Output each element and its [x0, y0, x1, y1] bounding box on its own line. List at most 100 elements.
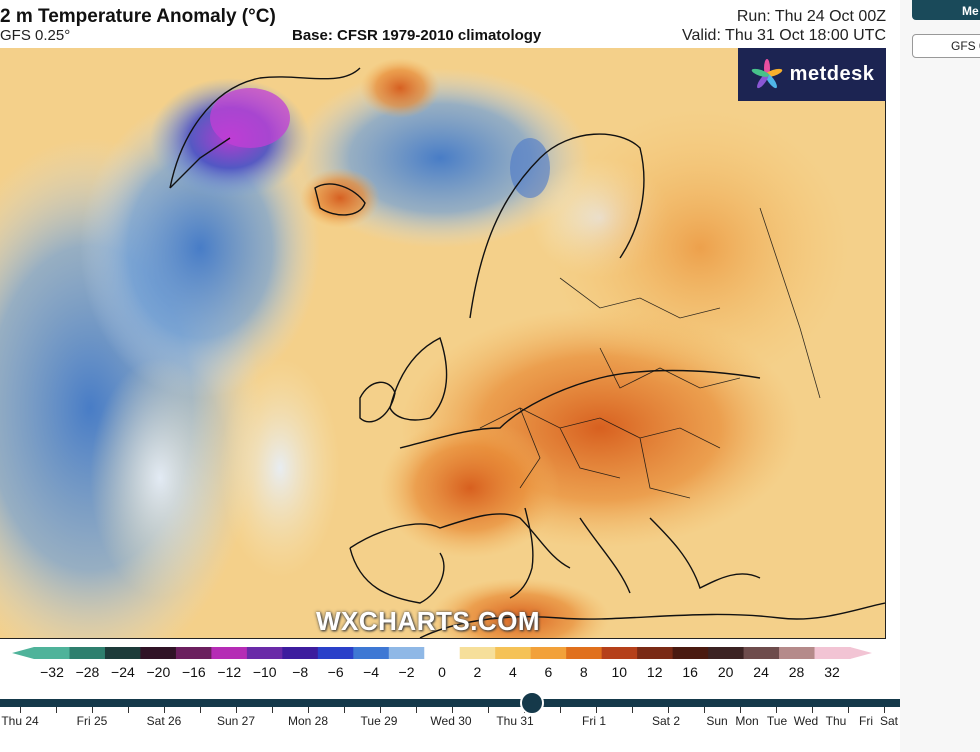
colorbar-segment [34, 647, 71, 659]
model-label: GFS 0.25° [0, 27, 71, 44]
timeline-day-label[interactable]: Wed 30 [430, 714, 472, 728]
colorbar-tick-label: 20 [717, 664, 734, 680]
colorbar-segment [814, 647, 851, 659]
timeline-track[interactable] [0, 699, 900, 707]
timeline-tick [812, 707, 813, 713]
colorbar-tick-label: −6 [327, 664, 344, 680]
timeline-tick [416, 707, 417, 713]
timeline-day-labels: Thu 24 Fri 25 Sat 26 Sun 27 Mon 28 Tue 29 Wed … [0, 714, 900, 732]
timeline-tick [848, 707, 849, 713]
colorbar-tick-label: −2 [398, 664, 415, 680]
base-label: Base: CFSR 1979-2010 climatology [292, 27, 542, 44]
colorbar-segment [530, 647, 567, 659]
sidebar-primary-button[interactable]: Me [912, 0, 980, 20]
timeline-tick [740, 707, 741, 713]
colorbar-segment [140, 647, 177, 659]
colorbar-tick-label: 12 [646, 664, 663, 680]
timeline-tick [272, 707, 273, 713]
colorbar-segment [69, 647, 106, 659]
timeline-day-label[interactable]: Fri [859, 714, 873, 728]
colorbar-segment [459, 647, 496, 659]
timeline-tick [164, 707, 165, 713]
right-sidebar: Me GFS 0 [900, 0, 980, 752]
timeline-day-label[interactable]: Fri 25 [76, 714, 108, 728]
timeline-ticks [0, 707, 900, 715]
timeline-tick [632, 707, 633, 713]
timeline-tick [344, 707, 345, 713]
timeline-day-label[interactable]: Tue [766, 714, 788, 728]
colorbar-tick-label: −24 [111, 664, 135, 680]
timeline-day-label[interactable]: Sat 2 [651, 714, 681, 728]
timeline-day-label[interactable]: Fri 1 [582, 714, 606, 728]
timeline-tick [668, 707, 669, 713]
colorbar-segment [246, 647, 283, 659]
timeline-day-label[interactable]: Thu 31 [496, 714, 534, 728]
timeline-handle[interactable] [520, 691, 544, 715]
colorbar-tick-label: 4 [509, 664, 517, 680]
colorbar-right-tip [850, 647, 872, 659]
timeline-day-label[interactable]: Thu 24 [1, 714, 39, 728]
timeline-day-label[interactable]: Sun 27 [216, 714, 256, 728]
colorbar-segment [743, 647, 780, 659]
timeline-day-label[interactable]: Wed [793, 714, 819, 728]
metdesk-logo[interactable]: metdesk [738, 48, 886, 101]
timeline-tick [308, 707, 309, 713]
timeline-tick [776, 707, 777, 713]
map-canvas [0, 48, 885, 638]
colorbar-segment [637, 647, 674, 659]
run-label: Run: Thu 24 Oct 00Z [736, 8, 886, 25]
colorbar-tick-label: 2 [473, 664, 482, 680]
colorbar [12, 646, 872, 660]
colorbar-tick-label: 32 [824, 664, 840, 680]
colorbar-left-tip [12, 647, 34, 659]
timeline-day-label[interactable]: Mon 28 [287, 714, 329, 728]
colorbar-tick-label: 24 [753, 664, 769, 680]
timeline-tick [488, 707, 489, 713]
colorbar-tick-label: 8 [579, 664, 588, 680]
timeline-tick [200, 707, 201, 713]
colorbar-segment [708, 647, 745, 659]
timeline-day-label[interactable]: Mon [735, 714, 759, 728]
colorbar-tick-label: 10 [611, 664, 628, 680]
map-header: 2 m Temperature Anomaly (°C) GFS 0.25° B… [0, 0, 890, 46]
timeline-tick [452, 707, 453, 713]
timeline-day-label[interactable]: Thu [825, 714, 847, 728]
colorbar-gradient [12, 647, 872, 659]
colorbar-segment [317, 647, 354, 659]
colorbar-tick-label: −28 [75, 664, 100, 680]
colorbar-tick-label: 28 [788, 664, 805, 680]
timeline-day-label[interactable]: Sat 26 [146, 714, 182, 728]
colorbar-segment [672, 647, 709, 659]
colorbar-tick-label: −32 [40, 664, 64, 680]
timeline-tick [380, 707, 381, 713]
temperature-anomaly-map[interactable] [0, 48, 886, 639]
colorbar-segment [175, 647, 212, 659]
colorbar-segment [424, 647, 461, 659]
colorbar-tick-label: 16 [682, 664, 698, 680]
colorbar-segment [282, 647, 319, 659]
colorbar-segment [211, 647, 248, 659]
sidebar-model-button[interactable]: GFS 0 [912, 34, 980, 58]
timeline-tick [128, 707, 129, 713]
timeline-tick [596, 707, 597, 713]
timeline-tick [704, 707, 705, 713]
timeline-tick [20, 707, 21, 713]
colorbar-tick-label: −8 [292, 664, 309, 680]
timeline-tick [236, 707, 237, 713]
colorbar-segment [779, 647, 816, 659]
colorbar-segment [601, 647, 638, 659]
metdesk-star-icon [751, 58, 782, 88]
colorbar-segment [566, 647, 603, 659]
timeline-day-label[interactable]: Tue 29 [360, 714, 398, 728]
colorbar-segment [495, 647, 532, 659]
timeline-tick [884, 707, 885, 713]
timeline-tick [56, 707, 57, 713]
colorbar-tick-label: 0 [438, 664, 446, 680]
timeline-day-label[interactable]: Sun [706, 714, 728, 728]
timeline-day-label[interactable]: Sat [879, 714, 899, 728]
colorbar-segment [388, 647, 425, 659]
colorbar-tick-label: −16 [181, 664, 206, 680]
colorbar-tick-label: −12 [217, 664, 242, 680]
colorbar-tick-label: −10 [252, 664, 277, 680]
wxcharts-watermark: WXCHARTS.COM [316, 606, 541, 636]
